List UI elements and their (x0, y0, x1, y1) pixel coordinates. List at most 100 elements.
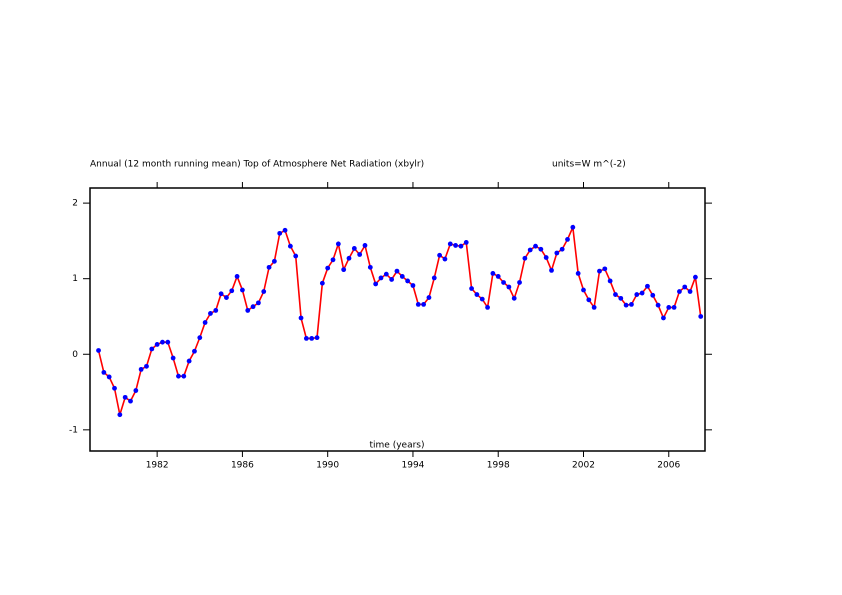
data-point (623, 302, 629, 308)
data-point (213, 308, 219, 313)
data-point (495, 274, 501, 279)
data-point (192, 348, 197, 354)
data-point (314, 335, 320, 341)
data-point (581, 287, 586, 293)
data-point (453, 243, 458, 248)
data-point (506, 284, 512, 290)
data-point (543, 255, 549, 260)
data-point (351, 246, 357, 251)
data-point (266, 264, 272, 270)
data-point (128, 398, 133, 404)
data-point (96, 348, 101, 353)
x-tick-label: 2002 (572, 461, 595, 471)
data-point (517, 280, 522, 285)
data-point (165, 339, 171, 345)
data-point (682, 284, 688, 290)
data-point (122, 394, 128, 400)
data-point (501, 280, 506, 285)
data-point (154, 342, 160, 347)
data-point (186, 358, 192, 364)
data-point (112, 385, 117, 391)
data-point (245, 308, 251, 313)
x-tick-label: 1998 (487, 461, 510, 471)
data-point (325, 265, 331, 271)
data-point (559, 246, 565, 252)
x-tick-label: 1982 (146, 461, 169, 471)
data-point (367, 264, 373, 270)
data-point (170, 355, 176, 361)
y-tick-label: -1 (69, 425, 78, 435)
data-point (549, 267, 554, 273)
data-point (250, 304, 256, 310)
data-point (458, 243, 464, 249)
data-point (261, 289, 267, 294)
data-point (421, 301, 427, 307)
data-point (101, 370, 107, 375)
data-point (298, 315, 304, 321)
data-point (426, 295, 432, 300)
data-point (607, 278, 613, 284)
data-point (671, 305, 677, 310)
data-point (527, 247, 533, 253)
data-point (490, 270, 496, 276)
data-point (463, 240, 469, 245)
data-point (405, 278, 411, 284)
data-point (634, 292, 640, 297)
x-tick-label: 1986 (231, 461, 254, 471)
data-point (565, 236, 570, 242)
data-point (666, 305, 672, 310)
data-point (485, 305, 490, 310)
data-point (394, 268, 400, 274)
data-point (303, 335, 309, 341)
data-point (271, 258, 277, 264)
data-point (160, 339, 165, 345)
data-point (117, 412, 123, 418)
data-point (202, 320, 208, 325)
data-point (479, 296, 485, 302)
data-point (410, 283, 416, 288)
data-point (383, 271, 389, 277)
data-point (613, 292, 618, 297)
data-point (469, 286, 474, 291)
y-tick-label: 0 (72, 350, 78, 360)
x-tick-label: 1990 (316, 461, 339, 471)
data-point (133, 388, 139, 393)
data-point (538, 246, 544, 252)
data-point (287, 243, 293, 249)
data-point (687, 289, 693, 294)
data-point (357, 252, 363, 257)
data-point (149, 346, 155, 352)
data-point (218, 291, 224, 297)
data-point (639, 290, 645, 296)
data-point (570, 224, 576, 230)
data-point (442, 256, 448, 262)
data-point (511, 295, 517, 301)
data-point (240, 287, 245, 293)
data-point (335, 241, 341, 247)
data-point (208, 311, 213, 316)
data-point (309, 335, 315, 341)
data-point (575, 270, 581, 276)
data-point (224, 295, 229, 300)
y-tick-label: 1 (72, 274, 78, 284)
data-point (437, 252, 443, 258)
data-point (655, 302, 661, 308)
data-point (447, 241, 453, 247)
data-line (97, 224, 702, 415)
data-point (378, 275, 384, 281)
data-point (138, 366, 144, 372)
data-point (176, 373, 181, 379)
data-point (181, 373, 187, 379)
data-point (650, 292, 656, 298)
data-point (693, 274, 698, 280)
data-point (522, 255, 528, 261)
data-point (346, 255, 352, 261)
x-tick-label: 2006 (657, 461, 680, 471)
data-point (330, 257, 336, 263)
data-point (533, 243, 538, 249)
data-point (677, 289, 682, 294)
data-point (234, 274, 240, 279)
data-point (474, 292, 480, 297)
data-point (144, 363, 149, 369)
